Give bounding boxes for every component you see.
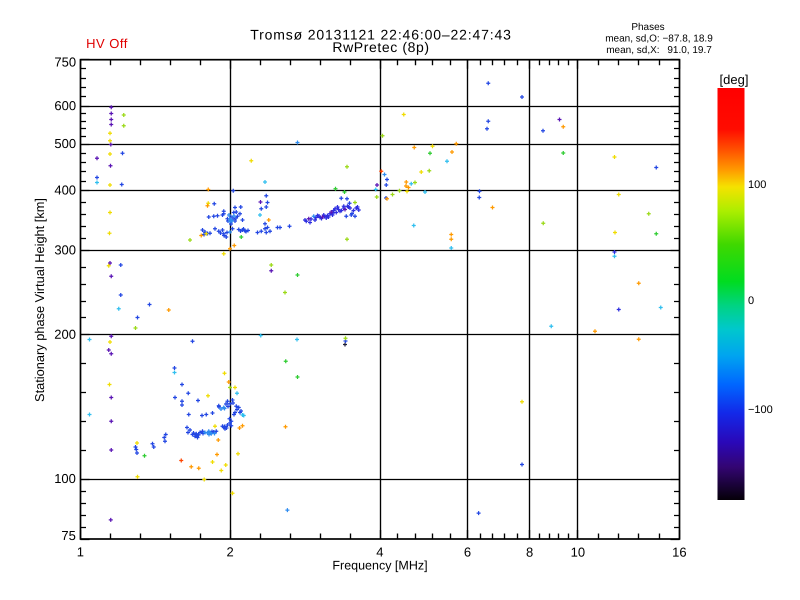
- svg-text:−100: −100: [748, 404, 773, 416]
- svg-text:mean, sd,X: 91.0, 19.7: mean, sd,X: 91.0, 19.7: [606, 45, 712, 56]
- svg-text:16: 16: [672, 545, 686, 560]
- svg-text:0: 0: [748, 295, 754, 307]
- svg-text:100: 100: [54, 471, 76, 486]
- svg-text:RwPretec (8p): RwPretec (8p): [332, 39, 429, 55]
- svg-text:HV Off: HV Off: [86, 36, 128, 51]
- svg-text:Phases: Phases: [631, 22, 664, 33]
- svg-text:500: 500: [54, 136, 76, 151]
- svg-text:400: 400: [54, 182, 76, 197]
- svg-text:mean, sd,O: −87.8, 18.9: mean, sd,O: −87.8, 18.9: [605, 34, 713, 45]
- svg-text:6: 6: [464, 545, 471, 560]
- svg-text:Tromsø 20131121 22:46:00–22:47: Tromsø 20131121 22:46:00–22:47:43: [250, 27, 512, 43]
- svg-text:1: 1: [77, 544, 84, 559]
- svg-text:750: 750: [54, 55, 76, 70]
- svg-text:[deg]: [deg]: [720, 72, 749, 87]
- svg-text:Frequency [MHz]: Frequency [MHz]: [332, 559, 427, 573]
- svg-text:2: 2: [226, 544, 233, 559]
- svg-text:200: 200: [54, 327, 76, 342]
- svg-text:600: 600: [54, 98, 76, 113]
- svg-text:4: 4: [376, 544, 383, 559]
- svg-text:300: 300: [54, 242, 76, 257]
- svg-text:Stationary phase Virtual Heigh: Stationary phase Virtual Height [km]: [32, 198, 47, 402]
- svg-text:75: 75: [61, 528, 75, 543]
- svg-text:8: 8: [526, 545, 533, 560]
- svg-text:10: 10: [571, 545, 585, 560]
- svg-text:100: 100: [748, 179, 766, 191]
